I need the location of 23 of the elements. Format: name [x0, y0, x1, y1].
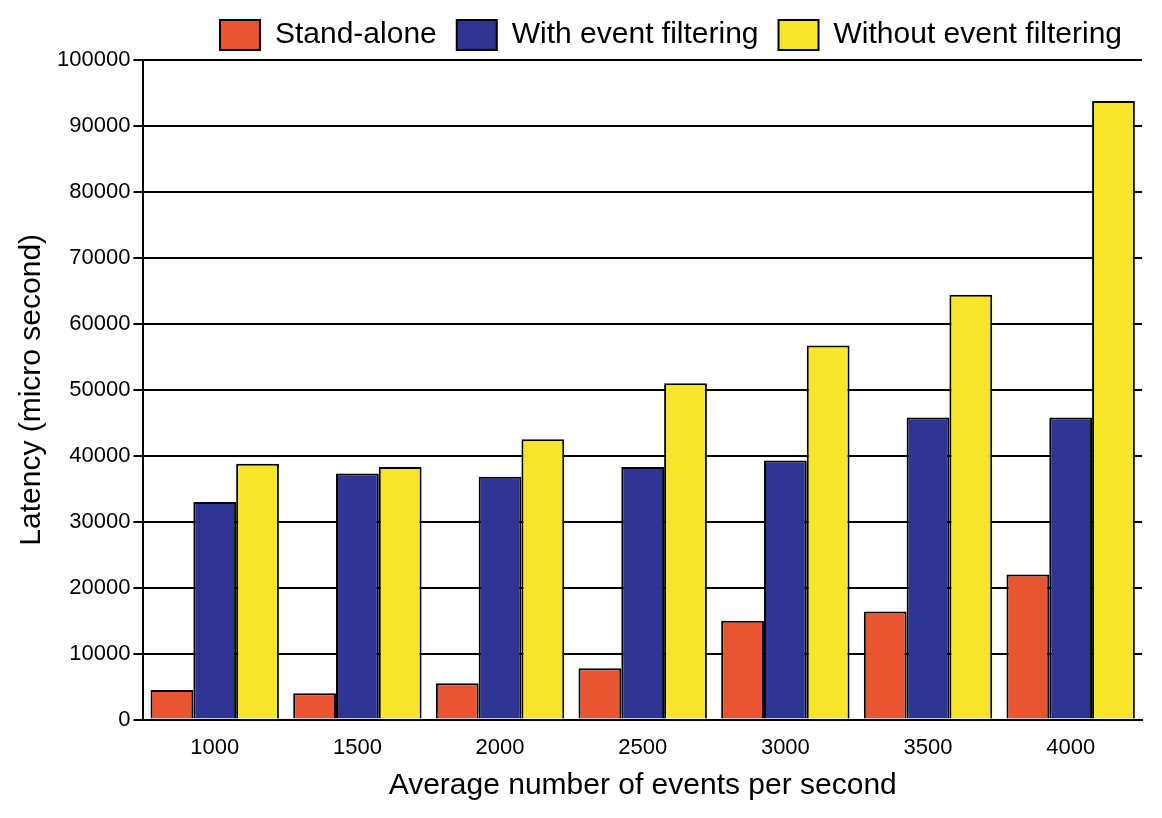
legend-label: Stand-alone — [274, 16, 437, 50]
x-tick-label: 1500 — [332, 733, 382, 759]
y-tick-label: 30000 — [69, 507, 131, 533]
x-axis-title: Average number of events per second — [388, 767, 897, 801]
y-tick-label: 50000 — [69, 375, 131, 401]
x-tick-label: 4000 — [1046, 733, 1096, 759]
legend-label: With event filtering — [511, 16, 759, 50]
y-tick-label: 0 — [118, 705, 131, 731]
y-axis-title: Latency (micro second) — [13, 233, 47, 546]
y-tick-label: 40000 — [69, 441, 131, 467]
x-tick-label: 2000 — [475, 733, 525, 759]
y-tick-label: 90000 — [69, 112, 131, 138]
y-tick-label: 60000 — [69, 309, 131, 335]
y-tick-label: 20000 — [69, 573, 131, 599]
y-tick-label: 80000 — [69, 177, 131, 203]
y-tick-label: 70000 — [69, 243, 131, 269]
x-tick-label: 3000 — [760, 733, 810, 759]
legend-label: Without event filtering — [833, 16, 1123, 50]
y-tick-label: 100000 — [56, 46, 131, 72]
y-tick-label: 10000 — [69, 639, 131, 665]
x-tick-label: 1000 — [190, 733, 240, 759]
x-tick-label: 2500 — [618, 733, 668, 759]
x-tick-label: 3500 — [903, 733, 953, 759]
